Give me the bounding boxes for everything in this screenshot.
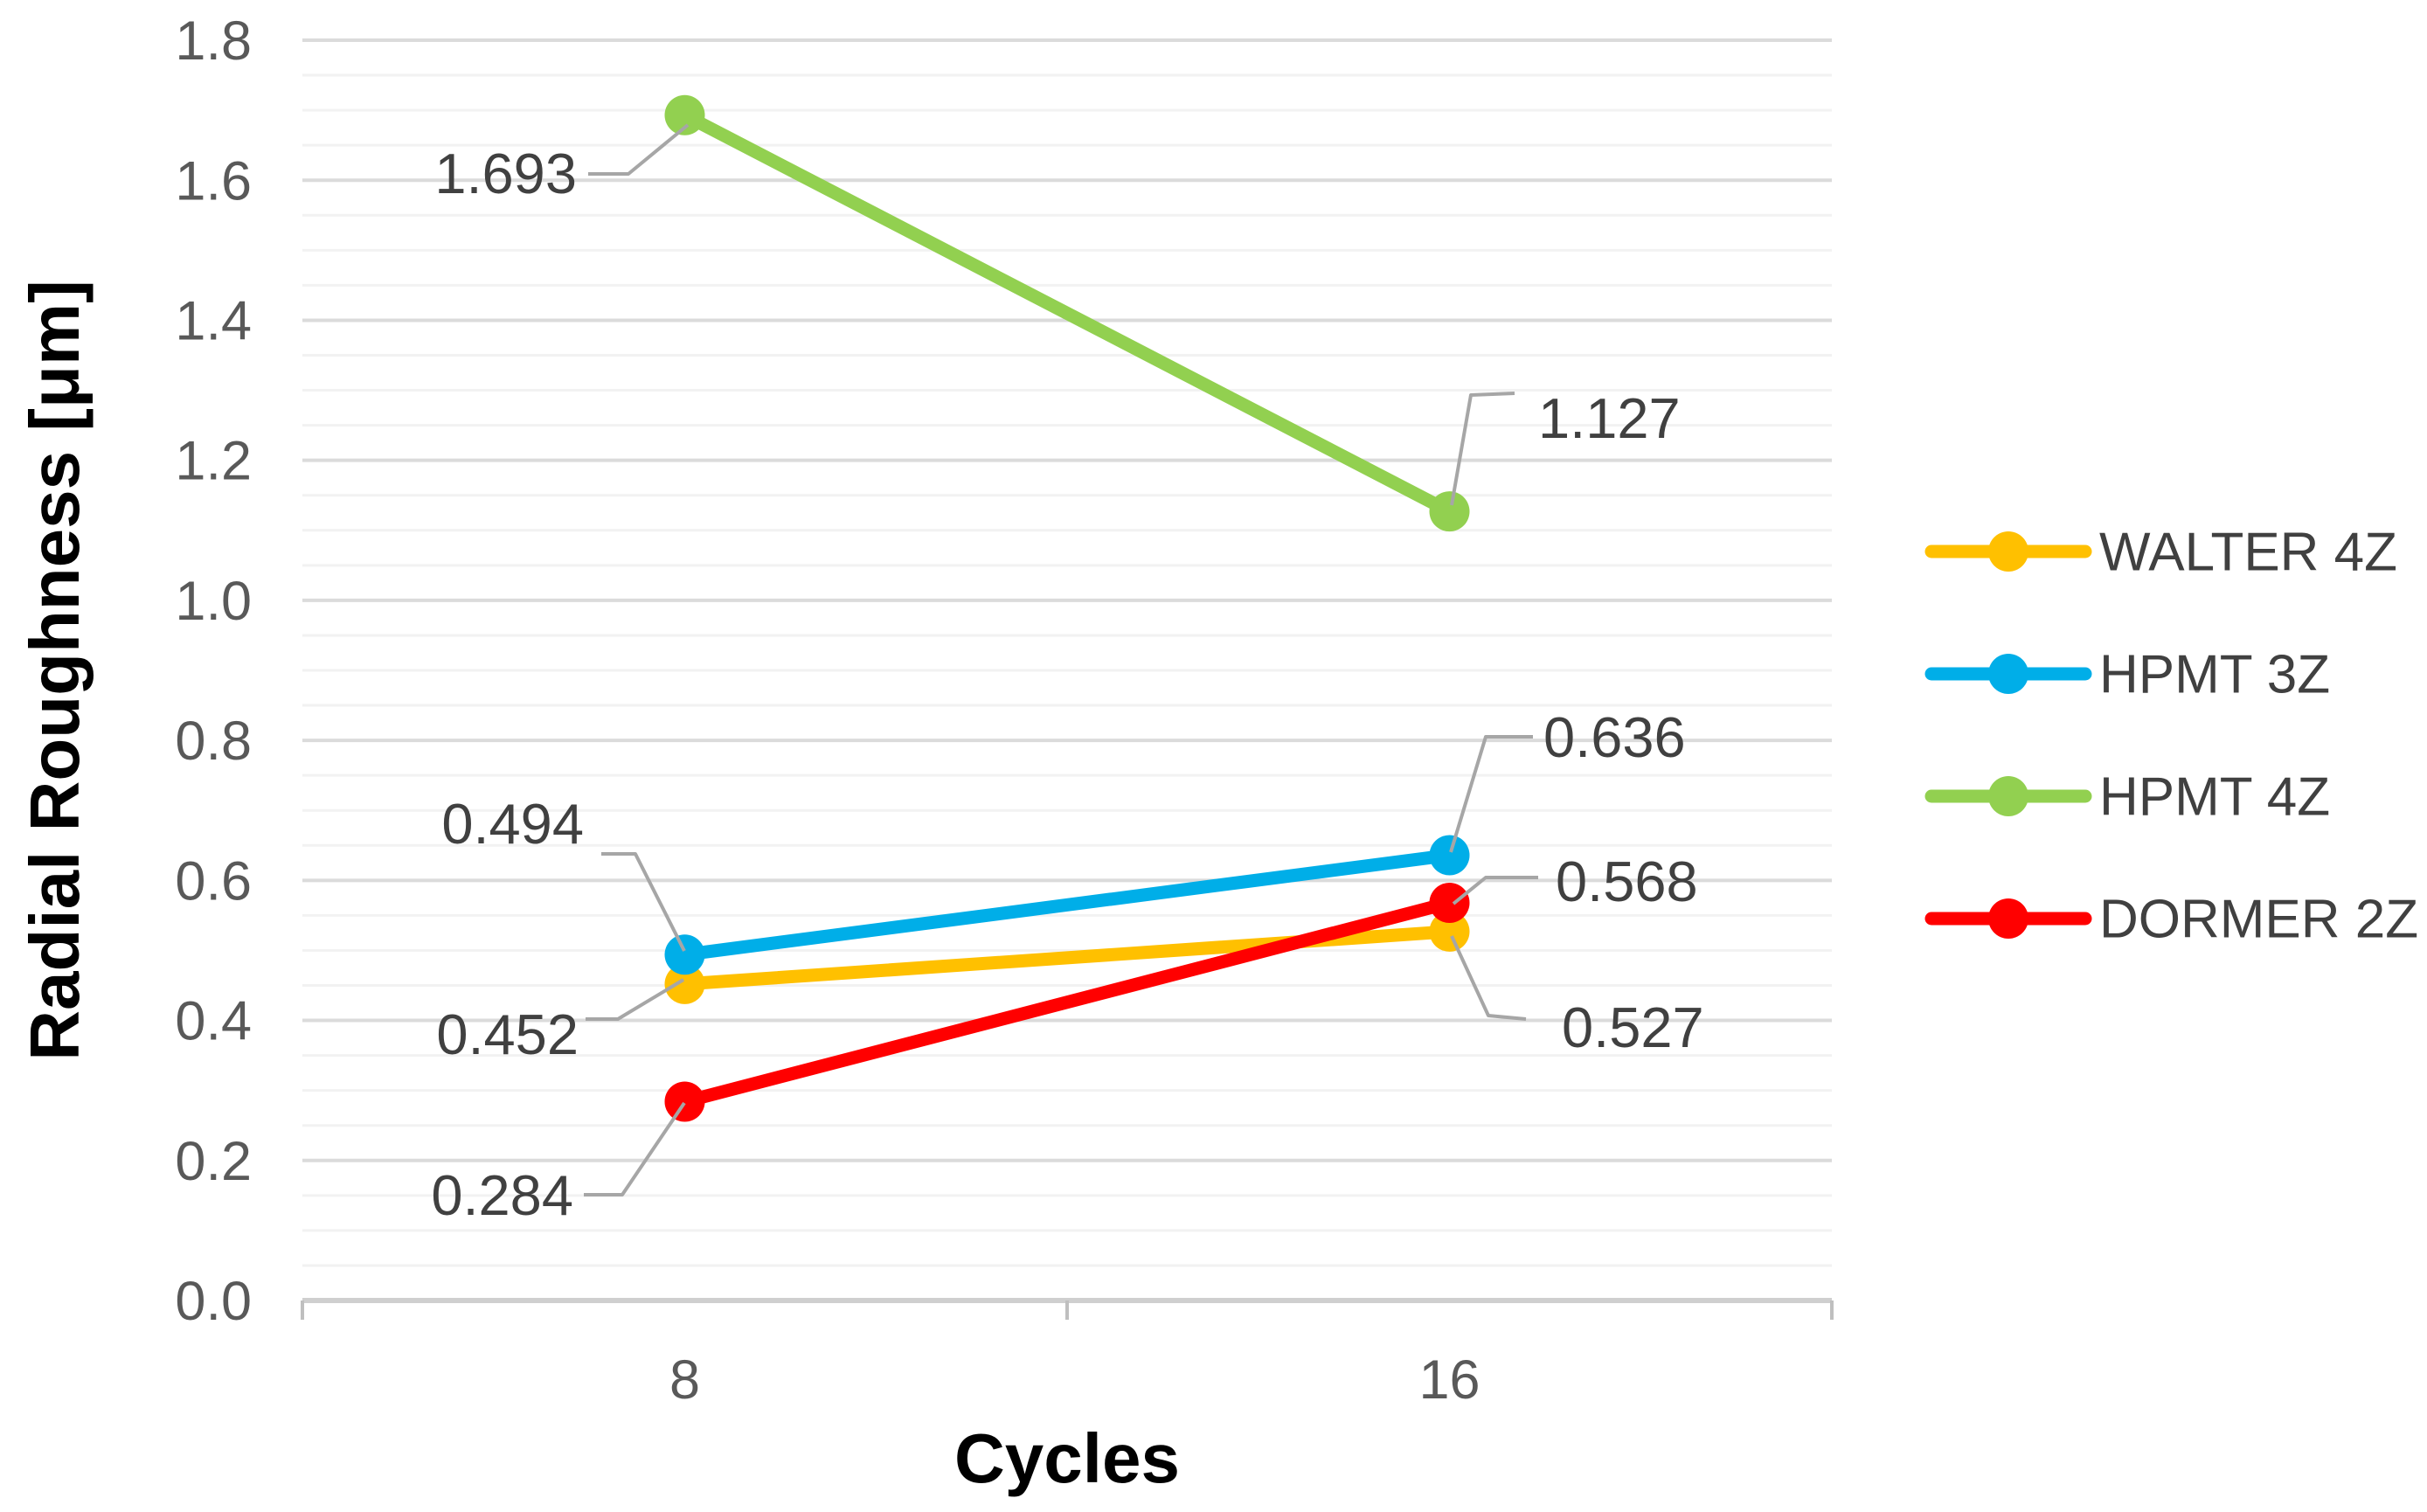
x-tick-label: 8 bbox=[669, 1349, 700, 1411]
data-label-leader-hpmt-3z-0 bbox=[601, 852, 686, 952]
legend-marker-walter-4z bbox=[1988, 531, 2028, 572]
legend-group: WALTER 4Z HPMT 3Z HPMT 4Z DORMER 2Z bbox=[1924, 523, 2418, 950]
y-tick-label: 1.6 bbox=[175, 150, 252, 212]
y-tick-label: 0.0 bbox=[175, 1271, 252, 1332]
series-line-hpmt-4z bbox=[678, 108, 1456, 518]
data-label-leader-walter-4z-0 bbox=[586, 978, 685, 1021]
gridlines-group bbox=[302, 38, 1832, 1267]
data-label-leader-hpmt-4z-0 bbox=[588, 123, 690, 176]
data-label-hpmt-3z-1: 0.636 bbox=[1543, 705, 1686, 769]
data-label-leader-hpmt-3z-1 bbox=[1449, 735, 1533, 853]
data-point-hpmt-3z-8 bbox=[664, 934, 705, 975]
data-label-dormer-2z-1: 0.568 bbox=[1556, 850, 1698, 913]
x-axis-title: Cycles bbox=[954, 1419, 1180, 1497]
y-tick-label: 0.4 bbox=[175, 991, 252, 1052]
axes-group: 0.0 0.2 0.4 0.6 0.8 1.0 1.2 1.4 1.6 1.8 8 16 Cycles R… bbox=[16, 10, 1834, 1497]
series-group bbox=[664, 94, 1470, 1122]
legend-label-dormer-2z: DORMER 2Z bbox=[2099, 890, 2418, 950]
data-label-hpmt-4z-1: 1.127 bbox=[1538, 386, 1681, 450]
data-point-walter-4z-8 bbox=[664, 963, 705, 1004]
series-line-dormer-2z bbox=[678, 896, 1456, 1108]
data-labels-group: 1.693 1.127 0.494 0.636 0.452 0.527 0.284 0.568 bbox=[431, 123, 1704, 1227]
y-tick-label: 0.2 bbox=[175, 1131, 252, 1192]
data-label-walter-4z-1: 0.527 bbox=[1562, 995, 1704, 1059]
y-tick-label: 0.8 bbox=[175, 711, 252, 772]
legend-label-walter-4z: WALTER 4Z bbox=[2099, 523, 2397, 583]
series-line-hpmt-3z bbox=[678, 848, 1456, 961]
y-tick-label: 1.0 bbox=[175, 571, 252, 632]
data-label-hpmt-4z-0: 1.693 bbox=[434, 142, 577, 205]
data-label-dormer-2z-0: 0.284 bbox=[431, 1163, 573, 1227]
data-point-dormer-2z-16 bbox=[1429, 882, 1470, 923]
data-label-leader-dormer-2z-1 bbox=[1452, 876, 1538, 905]
legend-marker-hpmt-4z bbox=[1988, 776, 2028, 816]
y-tick-label: 1.4 bbox=[175, 290, 252, 351]
data-label-walter-4z-0: 0.452 bbox=[436, 1002, 579, 1066]
data-label-leader-hpmt-4z-1 bbox=[1450, 392, 1515, 506]
data-point-walter-4z-16 bbox=[1429, 911, 1470, 952]
data-point-hpmt-3z-16 bbox=[1429, 835, 1470, 876]
y-axis-title: Radial Roughness [μm] bbox=[16, 280, 94, 1060]
legend-label-hpmt-3z: HPMT 3Z bbox=[2099, 645, 2330, 705]
x-tick-label: 16 bbox=[1418, 1349, 1480, 1411]
data-label-hpmt-3z-0: 0.494 bbox=[441, 792, 584, 856]
data-label-leader-walter-4z-1 bbox=[1450, 935, 1527, 1021]
legend-label-hpmt-4z: HPMT 4Z bbox=[2099, 767, 2330, 828]
data-point-hpmt-4z-8 bbox=[664, 94, 705, 135]
y-tick-label: 0.6 bbox=[175, 850, 252, 912]
data-point-dormer-2z-8 bbox=[664, 1081, 705, 1122]
data-label-leader-dormer-2z-0 bbox=[584, 1101, 686, 1196]
legend-marker-hpmt-3z bbox=[1988, 654, 2028, 694]
legend-marker-dormer-2z bbox=[1988, 898, 2028, 939]
y-tick-label: 1.2 bbox=[175, 431, 252, 492]
y-tick-label: 1.8 bbox=[175, 10, 252, 72]
data-point-hpmt-4z-16 bbox=[1429, 491, 1470, 532]
